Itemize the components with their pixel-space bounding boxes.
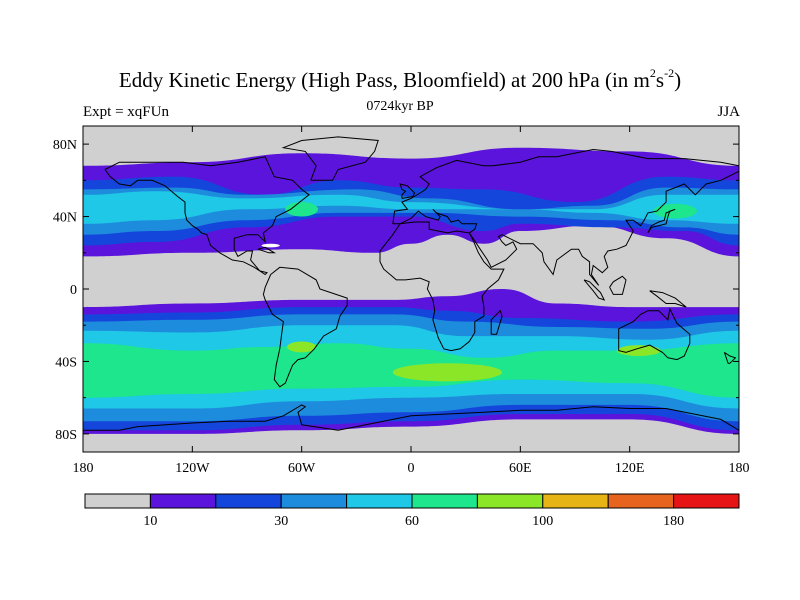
y-tick-label: 80S bbox=[55, 428, 77, 443]
title-end: ) bbox=[674, 68, 682, 92]
coastline-borneo bbox=[609, 275, 627, 295]
coastline-north-america bbox=[104, 156, 310, 276]
coastline-uk bbox=[399, 183, 416, 199]
colorbar-swatch bbox=[346, 493, 413, 509]
y-tick-label: 0 bbox=[70, 283, 77, 298]
x-tick-label: 60W bbox=[288, 461, 316, 476]
colorbar-label: 10 bbox=[143, 514, 157, 529]
season-label: JJA bbox=[717, 104, 740, 120]
coastline-new-zealand bbox=[723, 351, 737, 364]
title-superscript-2: -2 bbox=[664, 66, 675, 80]
x-tick-label: 0 bbox=[408, 461, 415, 476]
coastline-antarctica bbox=[83, 404, 739, 431]
colorbar-label: 60 bbox=[405, 514, 419, 529]
x-tick-label: 180 bbox=[729, 461, 750, 476]
coastline-africa bbox=[379, 221, 505, 352]
colorbar-swatch bbox=[215, 493, 282, 509]
map-subtitle: 0724kyr BP bbox=[366, 99, 434, 114]
colorbar-swatch bbox=[673, 493, 740, 509]
title-main: Eddy Kinetic Energy (High Pass, Bloomfie… bbox=[118, 68, 650, 92]
colorbar-label: 180 bbox=[663, 514, 684, 529]
colorbar-swatch bbox=[542, 493, 609, 509]
coastline-greenland bbox=[281, 136, 379, 181]
y-tick-label: 40N bbox=[53, 211, 77, 226]
x-tick-label: 60E bbox=[509, 461, 532, 476]
coastline-cuba bbox=[257, 246, 277, 254]
x-tick-label: 120W bbox=[175, 461, 210, 476]
title-superscript-1: 2 bbox=[649, 66, 656, 80]
contour-band-level-4 bbox=[83, 191, 739, 224]
colorbar-label: 30 bbox=[274, 514, 288, 529]
x-tick-label: 120E bbox=[615, 461, 645, 476]
x-tick-label: 180 bbox=[73, 461, 94, 476]
title-mid: s bbox=[655, 68, 665, 92]
y-tick-label: 40S bbox=[55, 355, 77, 370]
colorbar-swatch bbox=[476, 493, 544, 509]
contour-blob-level-6 bbox=[392, 363, 503, 382]
coastline-sumatra bbox=[583, 279, 606, 301]
contour-blob-level-6 bbox=[616, 345, 661, 357]
colorbar-swatch bbox=[280, 493, 348, 509]
contour-blob-level-5 bbox=[285, 202, 319, 217]
coastline-new-guinea bbox=[649, 290, 687, 308]
map-title: Eddy Kinetic Energy (High Pass, Bloomfie… bbox=[0, 66, 800, 93]
coastline-eurasia-south bbox=[392, 170, 739, 286]
colorbar-label: 100 bbox=[532, 514, 553, 529]
coastline-south-america bbox=[262, 266, 348, 388]
y-tick-label: 80N bbox=[53, 138, 77, 153]
contour-blob-level-5 bbox=[653, 203, 698, 219]
coastline-japan bbox=[647, 208, 676, 234]
colorbar-swatch bbox=[411, 493, 478, 509]
coastline-australia bbox=[618, 307, 691, 361]
contour-blob-level-6 bbox=[287, 341, 317, 353]
experiment-label: Expt = xqFUn bbox=[83, 104, 169, 120]
colorbar-swatch bbox=[607, 493, 675, 509]
contour-blob-level-0 bbox=[261, 243, 280, 248]
colorbar-swatch bbox=[149, 493, 217, 509]
coastline-madagascar bbox=[490, 309, 503, 335]
colorbar-swatch bbox=[84, 493, 151, 509]
coastline-eurasia bbox=[392, 148, 739, 224]
